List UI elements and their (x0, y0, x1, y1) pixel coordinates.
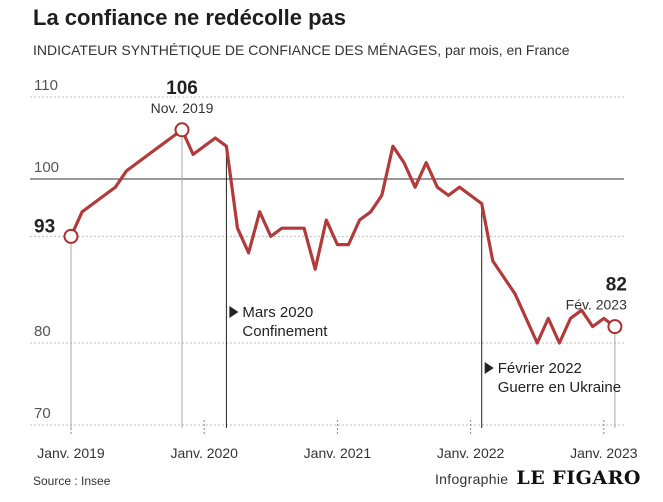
x-tick-label: Janv. 2020 (170, 445, 238, 461)
x-tick-label: Janv. 2019 (37, 445, 105, 461)
x-tick-label: Janv. 2022 (437, 445, 505, 461)
highlight-value-label: 82 (606, 275, 627, 296)
event-annotation-text: Guerre en Ukraine (498, 379, 621, 396)
event-annotation-text: Mars 2020 (242, 304, 313, 321)
event-annotation-text: Confinement (242, 323, 328, 340)
x-tick-label: Janv. 2021 (304, 445, 372, 461)
y-tick-label: 80 (34, 323, 51, 340)
highlight-date-label: Nov. 2019 (151, 100, 214, 116)
credit-label: Infographie (434, 471, 509, 487)
highlight-date-label: Fév. 2023 (566, 297, 627, 313)
chart-title: La confiance ne redécolle pas (33, 5, 347, 30)
credit: Infographie LE FIGARO (435, 467, 641, 489)
le-figaro-logo: LE FIGARO (516, 467, 641, 489)
highlight-marker (174, 122, 190, 138)
start-marker (63, 228, 79, 244)
chart-subtitle: INDICATEUR SYNTHÉTIQUE DE CONFIANCE DES … (33, 42, 570, 58)
y-tick-label: 70 (34, 405, 51, 422)
source-note: Source : Insee (33, 474, 111, 488)
play-arrow-icon (229, 306, 239, 318)
highlight-marker (607, 319, 623, 335)
highlight-value-label: 106 (166, 78, 198, 99)
x-tick-label: Janv. 2023 (570, 445, 638, 461)
series-line (69, 128, 617, 345)
y-tick-label: 93 (34, 216, 55, 237)
event-annotation-text: Février 2022 (498, 360, 582, 377)
y-tick-label: 100 (34, 159, 59, 176)
y-tick-label: 110 (34, 77, 58, 94)
play-arrow-icon (484, 362, 494, 374)
